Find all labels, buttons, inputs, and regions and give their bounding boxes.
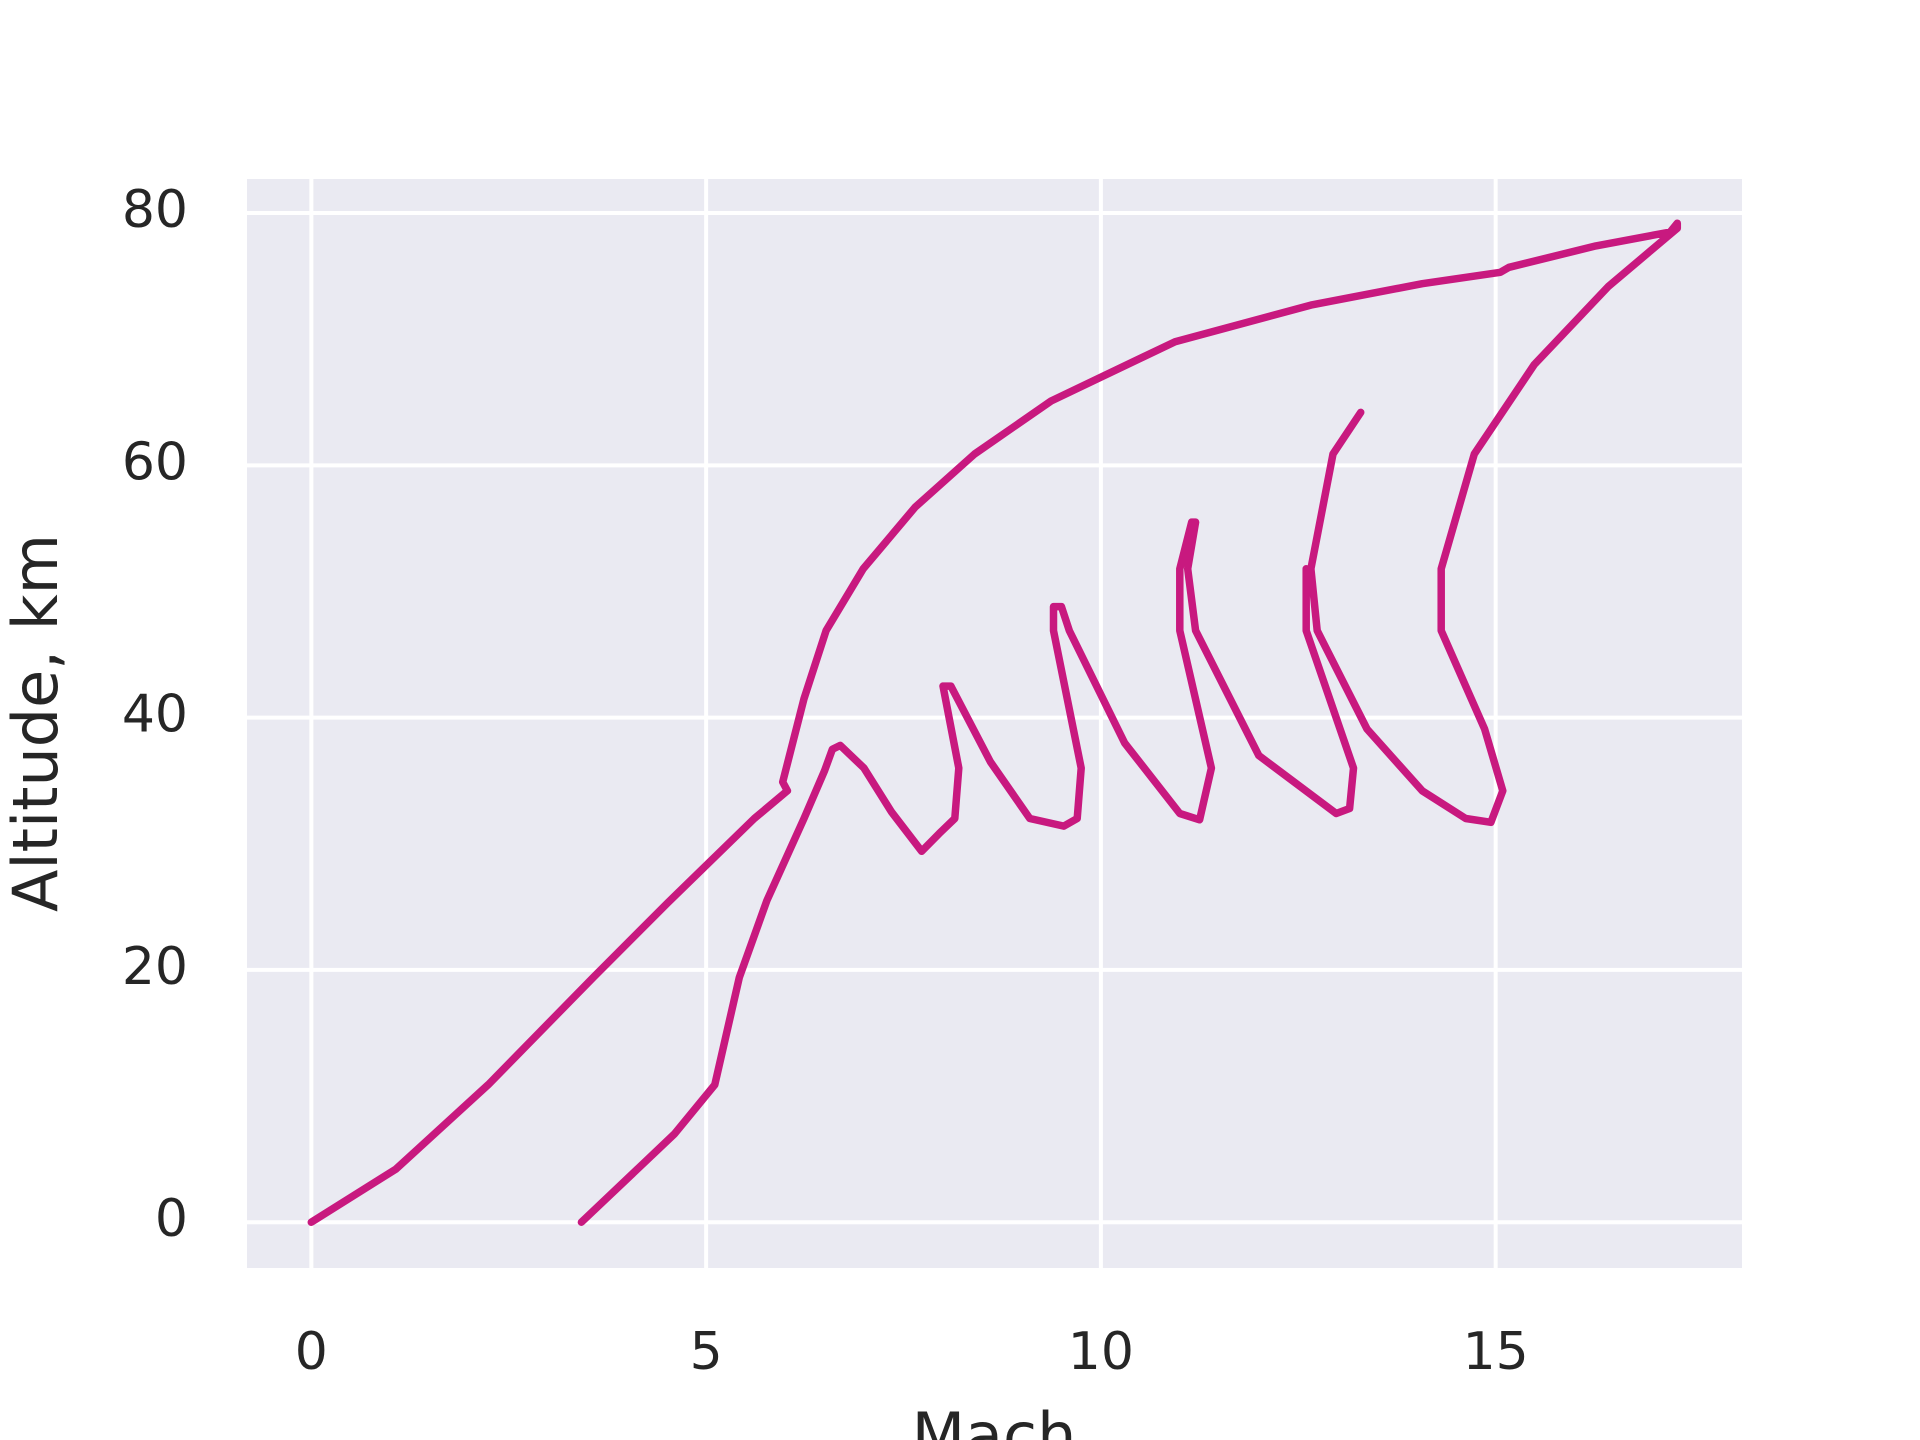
marks xyxy=(307,219,1682,1226)
y-tick-label: 60 xyxy=(122,432,188,492)
x-tick-label: 15 xyxy=(1463,1322,1529,1382)
x-tick-label: 0 xyxy=(295,1322,328,1382)
x-tick-label: 5 xyxy=(690,1322,723,1382)
y-tick-label: 0 xyxy=(155,1189,188,1249)
plot-background xyxy=(247,179,1742,1268)
x-axis-label: Mach xyxy=(912,1399,1077,1440)
y-tick-label: 80 xyxy=(122,180,188,240)
y-tick-label: 40 xyxy=(122,685,188,745)
y-tick-label: 20 xyxy=(122,937,188,997)
y-axis-label: Altitude, km xyxy=(0,534,72,912)
grid xyxy=(247,179,1742,1268)
line xyxy=(307,219,1682,1226)
x-tick-label: 10 xyxy=(1068,1322,1134,1382)
